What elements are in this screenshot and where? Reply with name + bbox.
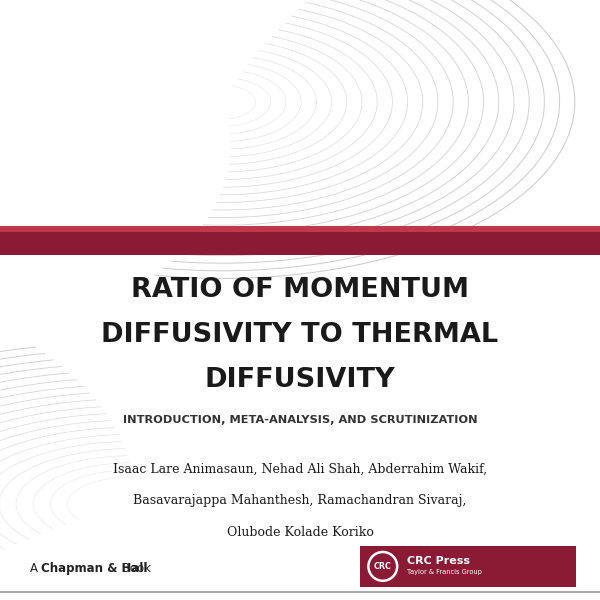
Text: RATIO OF MOMENTUM: RATIO OF MOMENTUM xyxy=(131,277,469,303)
Text: A: A xyxy=(30,562,42,575)
Text: Taylor & Francis Group: Taylor & Francis Group xyxy=(407,569,482,575)
Text: INTRODUCTION, META-ANALYSIS, AND SCRUTINIZATION: INTRODUCTION, META-ANALYSIS, AND SCRUTIN… xyxy=(122,415,478,425)
Text: CRC Press: CRC Press xyxy=(407,556,470,566)
Text: Olubode Kolade Koriko: Olubode Kolade Koriko xyxy=(227,526,373,539)
Bar xyxy=(0,226,600,232)
Text: Chapman & Hall: Chapman & Hall xyxy=(41,562,147,575)
Text: Isaac Lare Animasaun, Nehad Ali Shah, Abderrahim Wakif,: Isaac Lare Animasaun, Nehad Ali Shah, Ab… xyxy=(113,463,487,476)
Text: DIFFUSIVITY: DIFFUSIVITY xyxy=(205,367,395,393)
Bar xyxy=(0,226,600,255)
Text: Book: Book xyxy=(118,562,151,575)
Text: Basavarajappa Mahanthesh, Ramachandran Sivaraj,: Basavarajappa Mahanthesh, Ramachandran S… xyxy=(133,494,467,508)
Bar xyxy=(360,546,576,587)
Bar xyxy=(0,591,600,593)
Text: CRC: CRC xyxy=(374,562,392,571)
Text: DIFFUSIVITY TO THERMAL: DIFFUSIVITY TO THERMAL xyxy=(101,322,499,348)
